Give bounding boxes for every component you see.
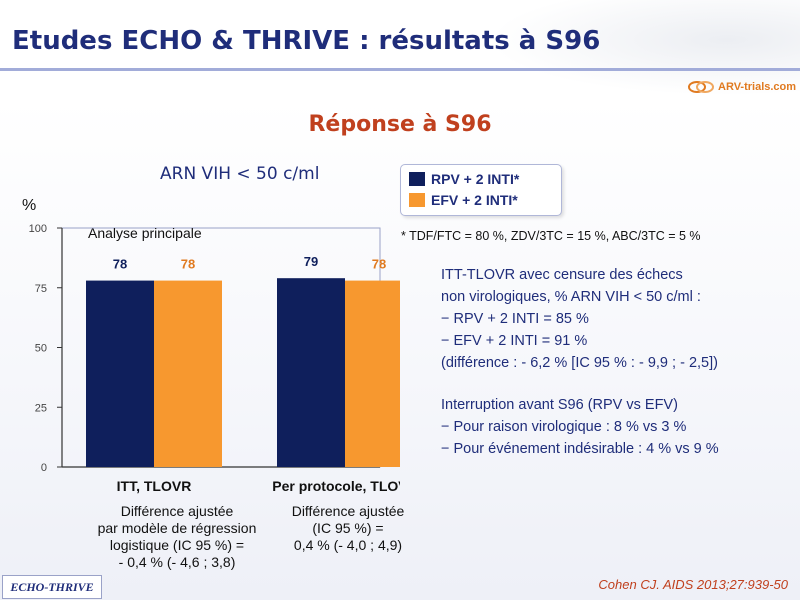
itt-line-1: ITT-TLOVR avec censure des échecs: [441, 267, 683, 283]
regimen-footnote: * TDF/FTC = 80 %, ZDV/3TC = 15 %, ABC/3T…: [401, 229, 701, 243]
bar-value-label: 79: [304, 254, 318, 269]
bar-value-label: 78: [113, 257, 127, 272]
bar: [277, 278, 345, 467]
diff-pp: Différence ajustée (IC 95 %) = 0,4 % (- …: [253, 503, 443, 554]
legend-swatch-rpv: [409, 172, 425, 186]
legend-label-efv: EFV + 2 INTI*: [431, 192, 518, 208]
bar: [345, 280, 400, 467]
y-tick-label: 100: [29, 223, 47, 235]
chart-legend: RPV + 2 INTI* EFV + 2 INTI*: [400, 164, 562, 216]
slide-title: Etudes ECHO & THRIVE : résultats à S96: [12, 26, 601, 56]
chart-annotation: Analyse principale: [88, 225, 202, 241]
itt-line-5: (différence : - 6,2 % [IC 95 % : - 9,9 ;…: [441, 355, 718, 371]
legend-swatch-efv: [409, 193, 425, 207]
legend-item-efv: EFV + 2 INTI*: [409, 192, 518, 208]
chart-header: ARN VIH < 50 c/ml: [160, 164, 320, 184]
bar: [154, 280, 222, 467]
y-tick-label: 50: [35, 343, 47, 355]
slide-subtitle: Réponse à S96: [308, 112, 492, 137]
category-label: ITT, TLOVR: [117, 478, 192, 494]
logo-text: ARV-trials.com: [718, 81, 797, 93]
diff-pp-line-2: (IC 95 %) =: [312, 520, 384, 536]
diff-itt-line-2: par modèle de régression: [97, 520, 257, 536]
legend-label-rpv: RPV + 2 INTI*: [431, 171, 520, 187]
interruption-line-3: − Pour événement indésirable : 4 % vs 9 …: [441, 441, 719, 457]
bar-chart: % 0 25 50 75 100 Analyse principale 78 78 ITT, TL…: [22, 197, 400, 494]
y-tick-label: 25: [35, 402, 47, 414]
diff-pp-line-3: 0,4 % (- 4,0 ; 4,9): [293, 537, 403, 553]
diff-pp-line-1: Différence ajustée: [291, 503, 405, 519]
study-tag: ECHO-THRIVE: [2, 575, 102, 599]
decorative-burst: [470, 0, 800, 100]
category-label: Per protocole, TLOVR: [272, 478, 400, 494]
y-tick-label: 0: [41, 462, 47, 474]
itt-line-4: − EFV + 2 INTI = 91 %: [441, 333, 588, 349]
bar: [86, 280, 154, 467]
bar-value-label: 78: [181, 257, 195, 272]
diff-itt-line-4: - 0,4 % (- 4,6 ; 3,8): [118, 554, 236, 570]
interruption-line-2: − Pour raison virologique : 8 % vs 3 %: [441, 419, 687, 435]
itt-line-2: non virologiques, % ARN VIH < 50 c/ml :: [441, 289, 701, 305]
diff-itt-line-1: Différence ajustée: [120, 503, 234, 519]
logo: ARV-trials.com: [686, 76, 796, 98]
bar-value-label: 78: [372, 257, 386, 272]
interruption-line-1: Interruption avant S96 (RPV vs EFV): [441, 397, 678, 413]
citation: Cohen CJ. AIDS 2013;27:939-50: [598, 577, 788, 592]
legend-item-rpv: RPV + 2 INTI*: [409, 171, 519, 187]
logo-icon: [686, 78, 716, 96]
y-tick-label: 75: [35, 283, 47, 295]
diff-itt-line-3: logistique (IC 95 %) =: [109, 537, 245, 553]
title-divider: [0, 68, 800, 71]
itt-line-3: − RPV + 2 INTI = 85 %: [441, 311, 589, 327]
y-axis-label: %: [22, 197, 36, 214]
diff-itt: Différence ajustée par modèle de régress…: [52, 503, 302, 571]
